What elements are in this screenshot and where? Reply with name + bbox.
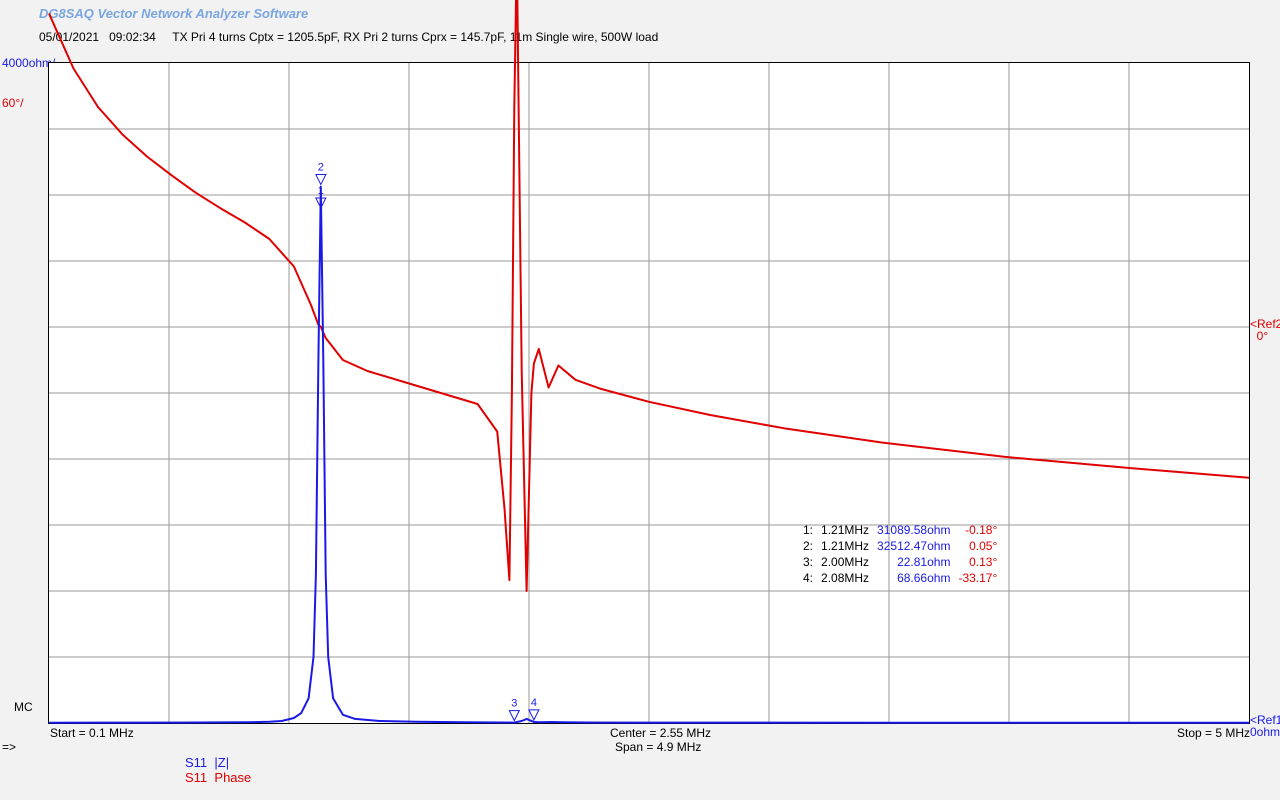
chart-plot-area[interactable]: 1 2 3 4 1:1.21MHz31089.58ohm-0.18° 2:1.21MHz…: [48, 62, 1250, 724]
mc-label: MC: [14, 700, 33, 714]
time-label: 09:02:34: [109, 30, 156, 44]
marker-layer: 1 2 3 4: [49, 63, 1249, 723]
x-center-label: Center = 2.55 MHz: [610, 726, 711, 740]
marker-row: 4:2.08MHz68.66ohm-33.17°: [803, 571, 1003, 585]
legend-s11-z: S11 |Z|: [185, 755, 251, 770]
y-scale-phase-label: 60°/: [2, 96, 23, 110]
ref1-label: <Ref10ohm: [1250, 714, 1280, 738]
ref2-label: <Ref2 0°: [1250, 318, 1280, 342]
marker-row: 3:2.00MHz22.81ohm0.13°: [803, 555, 1003, 569]
marker-readout-table: 1:1.21MHz31089.58ohm-0.18° 2:1.21MHz32512…: [801, 521, 1005, 587]
svg-text:1: 1: [318, 185, 324, 197]
app-title: DG8SAQ Vector Network Analyzer Software: [39, 6, 308, 21]
description-label: TX Pri 4 turns Cptx = 1205.5pF, RX Pri 2…: [172, 30, 658, 44]
svg-text:3: 3: [511, 698, 517, 710]
legend: S11 |Z| S11 Phase: [185, 755, 251, 785]
date-label: 05/01/2021: [39, 30, 99, 44]
marker-row: 1:1.21MHz31089.58ohm-0.18°: [803, 523, 1003, 537]
arrow-label: =>: [2, 740, 16, 754]
marker-row: 2:1.21MHz32512.47ohm0.05°: [803, 539, 1003, 553]
x-start-label: Start = 0.1 MHz: [50, 726, 134, 740]
legend-s11-phase: S11 Phase: [185, 770, 251, 785]
subtitle-bar: 05/01/2021 09:02:34 TX Pri 4 turns Cptx …: [39, 30, 658, 44]
x-span-label: Span = 4.9 MHz: [615, 740, 701, 754]
svg-text:2: 2: [318, 162, 324, 174]
x-stop-label: Stop = 5 MHz: [1177, 726, 1250, 740]
svg-text:4: 4: [531, 697, 537, 709]
